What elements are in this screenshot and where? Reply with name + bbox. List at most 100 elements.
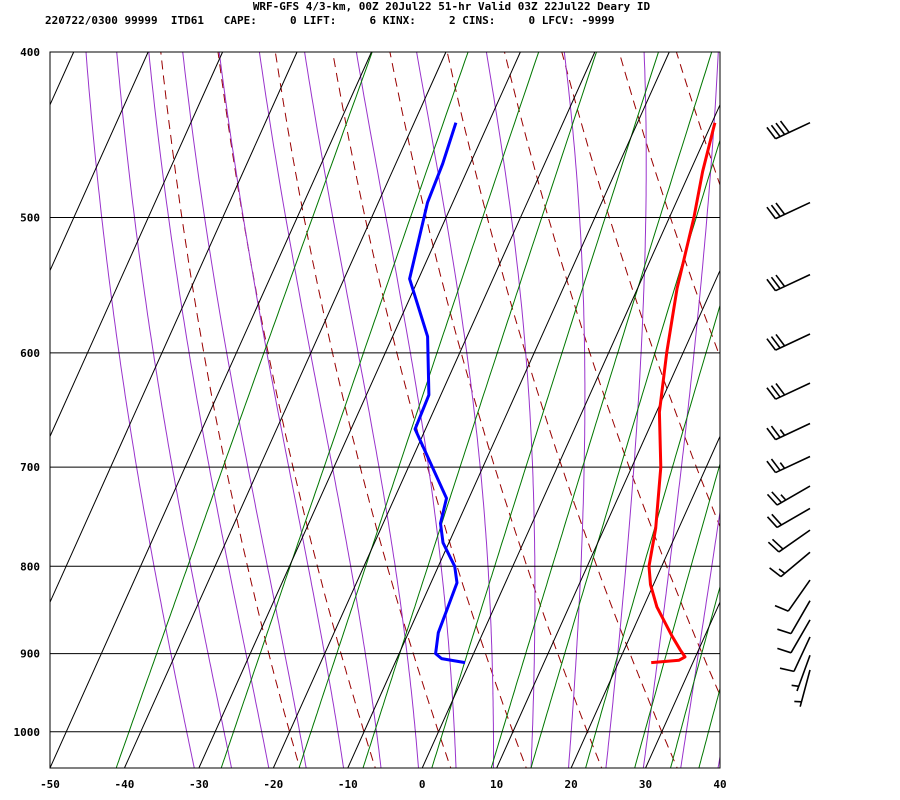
wind-barb-feather bbox=[771, 538, 784, 550]
moist-adiabat-line bbox=[416, 52, 494, 768]
wind-barb-shaft bbox=[775, 455, 811, 474]
y-tick-label: 500 bbox=[20, 212, 40, 225]
wind-barb bbox=[774, 579, 811, 612]
wind-barb bbox=[766, 382, 811, 400]
moist-adiabat-line bbox=[680, 508, 720, 768]
moist-adiabat-line bbox=[148, 52, 270, 768]
wind-barb bbox=[766, 273, 811, 292]
wind-barb-shaft bbox=[787, 579, 811, 612]
wind-barb-feather bbox=[766, 460, 777, 474]
mixing-ratio-line bbox=[490, 52, 713, 768]
temperature-trace bbox=[647, 122, 717, 665]
wind-barb-shaft bbox=[796, 655, 811, 692]
wind-barb-feather bbox=[779, 667, 795, 673]
wind-barb-shaft bbox=[780, 551, 811, 578]
x-tick-label: -20 bbox=[263, 778, 283, 791]
dry-adiabat-line bbox=[446, 52, 678, 768]
mixing-ratio-line bbox=[115, 52, 373, 768]
wind-barb bbox=[777, 619, 811, 654]
x-tick-label: 20 bbox=[564, 778, 577, 791]
moist-adiabat-line bbox=[563, 52, 586, 768]
mixing-ratio-line bbox=[362, 52, 598, 768]
wind-barb bbox=[791, 655, 811, 692]
moist-adiabat-line bbox=[182, 52, 307, 768]
wind-barb-feather bbox=[766, 493, 778, 506]
isotherm-gridline bbox=[49, 51, 298, 603]
wind-barb bbox=[767, 529, 811, 553]
y-tick-label: 400 bbox=[20, 46, 40, 59]
isotherm-gridline bbox=[49, 51, 224, 437]
wind-barb bbox=[766, 507, 811, 529]
wind-barb-shaft bbox=[775, 121, 811, 140]
wind-barb-feather bbox=[777, 628, 792, 635]
wind-barb-feather bbox=[766, 126, 777, 140]
mixing-ratio-line bbox=[530, 138, 720, 768]
mixing-ratio-line bbox=[220, 52, 469, 768]
wind-barb bbox=[766, 455, 811, 474]
wind-barb-feather bbox=[779, 120, 790, 133]
dry-adiabat-line bbox=[675, 52, 720, 187]
wind-barb-feather bbox=[770, 458, 781, 471]
dry-adiabat-line bbox=[160, 52, 301, 768]
isotherm-gridline bbox=[645, 601, 721, 769]
wind-barb bbox=[766, 422, 811, 441]
y-tick-label: 900 bbox=[20, 648, 40, 661]
mixing-ratio-line bbox=[669, 584, 720, 768]
wind-barb-shaft bbox=[776, 507, 811, 529]
chart-title: WRF-GFS 4/3-km, 00Z 20Jul22 51-hr Valid … bbox=[252, 0, 651, 13]
wind-barb-feather bbox=[770, 276, 781, 290]
y-tick-label: 700 bbox=[20, 461, 40, 474]
wind-barb bbox=[777, 600, 811, 635]
wind-barb-shaft bbox=[775, 333, 811, 351]
wind-barb-feather bbox=[775, 333, 786, 347]
dry-adiabat-line bbox=[728, 33, 900, 775]
wind-barb-feather bbox=[770, 124, 781, 138]
wind-barb-feather bbox=[770, 385, 781, 398]
wind-barb-feather bbox=[769, 567, 782, 578]
moist-adiabat-line bbox=[116, 52, 233, 768]
dry-adiabat-line bbox=[785, 33, 900, 775]
x-tick-label: 30 bbox=[639, 778, 652, 791]
moist-adiabat-line bbox=[304, 52, 420, 768]
wind-barb-shaft bbox=[799, 669, 811, 707]
mixing-ratio-line bbox=[634, 462, 720, 768]
wind-barb-feather bbox=[771, 513, 783, 526]
moist-adiabat-line bbox=[355, 52, 457, 768]
dry-adiabat-line bbox=[561, 52, 720, 528]
wind-barb-half-feather bbox=[779, 429, 786, 436]
dry-adiabat-line bbox=[841, 33, 900, 775]
mixing-ratio-line bbox=[585, 303, 720, 768]
wind-barb-feather bbox=[770, 425, 781, 438]
wind-barb-feather bbox=[766, 338, 777, 351]
wind-barb-half-feather bbox=[778, 568, 786, 575]
wind-barb-feather bbox=[766, 278, 777, 292]
mixing-ratio-line bbox=[431, 52, 660, 768]
wind-barb-feather bbox=[766, 387, 777, 400]
wind-barb-shaft bbox=[775, 382, 811, 400]
dry-adiabat-line bbox=[217, 52, 376, 768]
wind-barb-shaft bbox=[776, 485, 811, 506]
wind-barb-shaft bbox=[775, 422, 811, 441]
plot-frame bbox=[49, 51, 721, 769]
wind-barb bbox=[794, 669, 811, 707]
x-tick-label: 10 bbox=[490, 778, 503, 791]
wind-barb bbox=[766, 485, 811, 506]
wind-barb-feather bbox=[775, 274, 786, 287]
wind-barb-shaft bbox=[790, 619, 811, 654]
dry-adiabat-line bbox=[274, 52, 452, 768]
moist-adiabat-line bbox=[642, 52, 719, 768]
wind-barb-feather bbox=[766, 206, 777, 220]
wind-barb bbox=[766, 120, 811, 140]
wind-barb-feather bbox=[770, 204, 781, 217]
isotherm-gridline bbox=[123, 51, 447, 769]
dry-adiabat-line bbox=[618, 52, 720, 359]
wind-barb-feather bbox=[774, 604, 789, 612]
isotherm-gridline bbox=[49, 51, 149, 271]
isotherm-gridline bbox=[49, 51, 75, 105]
wind-barb-shaft bbox=[775, 273, 811, 292]
wind-barb-feather bbox=[770, 336, 781, 349]
wind-barb-half-feather bbox=[791, 684, 799, 688]
isotherm-gridline bbox=[570, 436, 721, 769]
wind-barb-shaft bbox=[775, 201, 811, 220]
moist-adiabat-line bbox=[218, 52, 345, 768]
